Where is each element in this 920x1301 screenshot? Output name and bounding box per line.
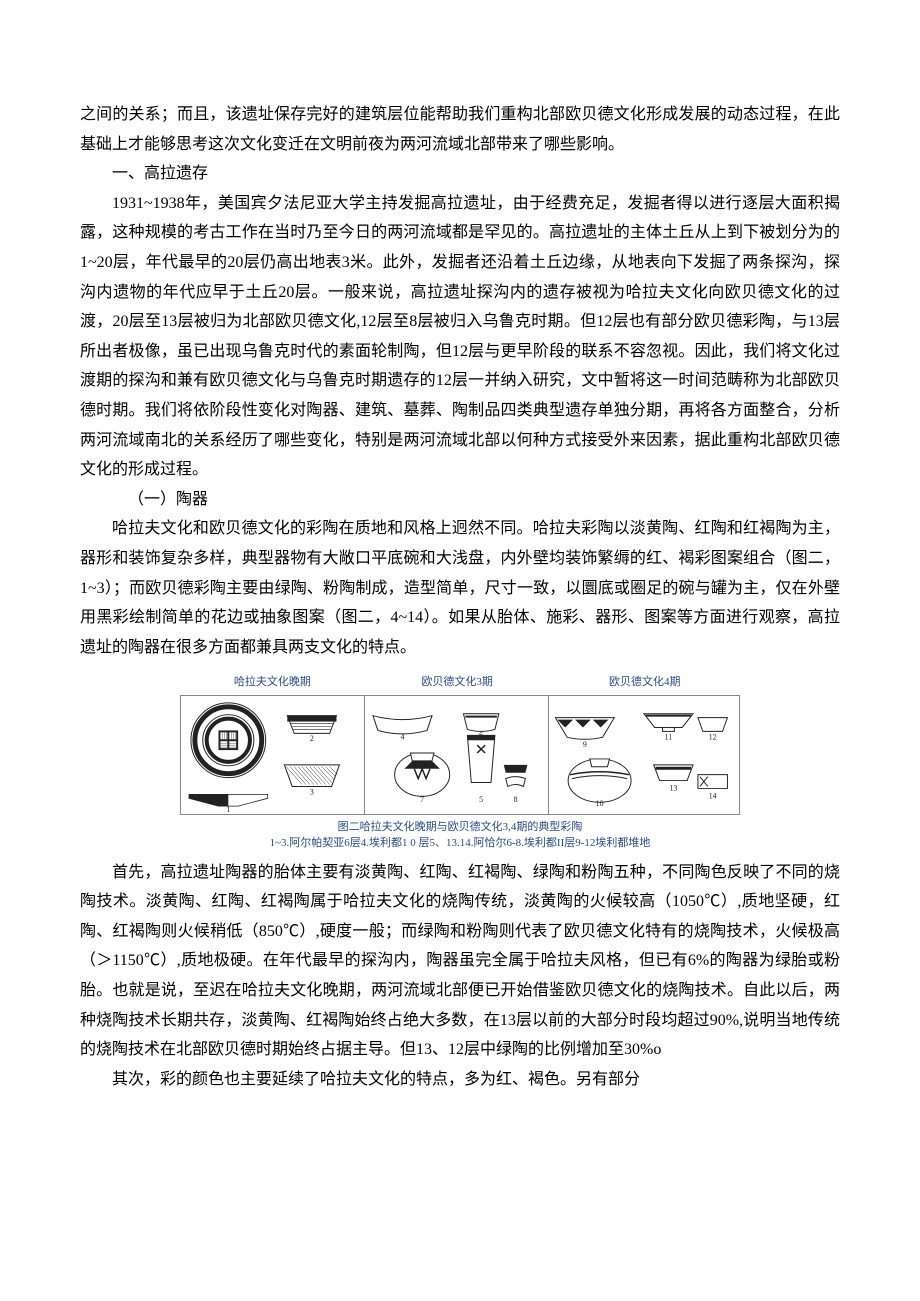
figure-label-3: 欧贝德文化4期 [550,672,740,692]
figure-panel-halaf: 1 2 3 [181,696,365,814]
svg-text:3: 3 [310,787,314,796]
svg-text:11: 11 [665,732,673,741]
pottery-illustration-2: 4 6 7 5 8 [365,696,548,814]
subsection-heading-1: （一）陶器 [80,485,840,515]
svg-text:10: 10 [596,799,604,808]
svg-text:13: 13 [670,783,678,792]
paragraph-1: 1931~1938年，美国宾夕法尼亚大学主持发掘高拉遗址，由于经费充足，发掘者得… [80,189,840,485]
svg-text:1: 1 [226,805,230,814]
svg-text:14: 14 [709,791,717,800]
figure-label-1: 哈拉夫文化晚期 [180,672,365,692]
figure-caption-line1: 图二哈拉夫文化晚期与欧贝德文化3,4期的典型彩陶 [180,819,740,836]
paragraph-4: 其次，彩的颜色也主要延续了哈拉夫文化的特点，多为红、褐色。另有部分 [80,1065,840,1095]
figure-2: 哈拉夫文化晚期 欧贝德文化3期 欧贝德文化4期 [180,672,740,851]
paragraph-continuation: 之间的关系；而且，该遗址保存完好的建筑层位能帮助我们重构北部欧贝德文化形成发展的… [80,100,840,159]
svg-text:5: 5 [479,795,483,804]
figure-caption: 图二哈拉夫文化晚期与欧贝德文化3,4期的典型彩陶 1~3.阿尔帕契亚6层4.埃利… [180,819,740,852]
figure-panel-ubaid4: 9 11 12 10 13 14 [549,696,739,814]
paragraph-2: 哈拉夫文化和欧贝德文化的彩陶在质地和风格上迥然不同。哈拉夫彩陶以淡黄陶、红陶和红… [80,514,840,662]
figure-label-2: 欧贝德文化3期 [365,672,550,692]
svg-text:2: 2 [310,734,314,743]
paragraph-3: 首先，高拉遗址陶器的胎体主要有淡黄陶、红陶、红褐陶、绿陶和粉陶五种，不同陶色反映… [80,858,840,1065]
figure-column-labels: 哈拉夫文化晚期 欧贝德文化3期 欧贝德文化4期 [180,672,740,694]
figure-panels: 1 2 3 [180,695,740,815]
svg-text:4: 4 [401,732,405,741]
figure-panel-ubaid3: 4 6 7 5 8 [365,696,549,814]
svg-text:6: 6 [479,730,483,739]
svg-text:9: 9 [583,740,587,749]
figure-caption-line2: 1~3.阿尔帕契亚6层4.埃利都1 0 层5、13.14.阿恰尔6-8.埃利都I… [180,835,740,852]
pottery-illustration-1: 1 2 3 [181,696,364,814]
svg-text:8: 8 [514,795,518,804]
section-heading-1: 一、高拉遗存 [80,159,840,189]
svg-text:7: 7 [420,795,424,804]
svg-text:12: 12 [709,732,717,741]
pottery-illustration-3: 9 11 12 10 13 14 [549,696,739,814]
